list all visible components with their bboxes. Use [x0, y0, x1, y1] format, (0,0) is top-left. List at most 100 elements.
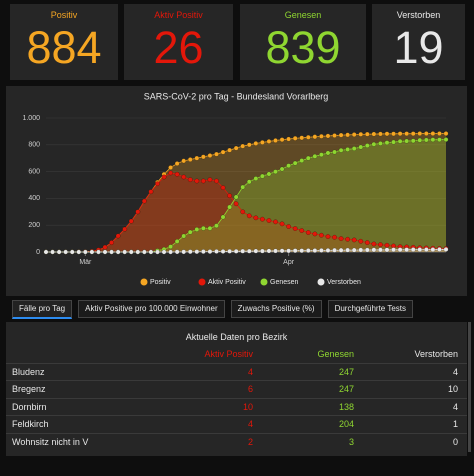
chart-title: SARS-CoV-2 pro Tag - Bundesland Vorarlbe…: [144, 91, 328, 101]
point: [246, 248, 252, 254]
point: [312, 231, 318, 237]
point: [168, 170, 174, 176]
kpi-value: 19: [393, 22, 444, 73]
point: [200, 249, 206, 255]
point: [332, 149, 337, 155]
point: [168, 165, 174, 171]
point: [325, 247, 331, 253]
point: [168, 244, 174, 250]
point: [305, 248, 311, 253]
point: [200, 225, 206, 231]
point: [50, 249, 56, 255]
point: [141, 198, 147, 204]
point: [82, 249, 88, 255]
table-value: 3: [348, 436, 354, 447]
tab[interactable]: Durchgeführte Tests: [327, 300, 414, 318]
table-value: 204: [338, 419, 354, 429]
point: [220, 249, 226, 254]
point: [299, 135, 305, 141]
point: [227, 147, 233, 153]
point: [299, 248, 305, 254]
legend-label[interactable]: Positiv: [150, 279, 171, 286]
tab[interactable]: Zuwachs Positive (%): [230, 300, 322, 318]
district-name: Bludenz: [12, 366, 45, 377]
legend-label[interactable]: Aktiv Positiv: [208, 279, 246, 286]
point: [443, 131, 449, 136]
district-name: Dornbirn: [12, 401, 47, 412]
y-tick-label: 600: [28, 168, 40, 175]
legend-marker: [260, 278, 268, 286]
legend-marker: [140, 278, 148, 286]
y-tick-label: 800: [28, 142, 40, 149]
point: [391, 139, 396, 145]
tab[interactable]: Aktiv Positive pro 100.000 Einwohner: [78, 300, 225, 318]
point: [299, 228, 305, 234]
point: [338, 132, 344, 138]
point: [89, 249, 95, 255]
point: [318, 152, 324, 158]
point: [266, 139, 272, 144]
point: [430, 137, 436, 143]
point: [194, 178, 200, 184]
point: [364, 143, 370, 149]
legend-label[interactable]: Verstorben: [327, 279, 361, 286]
table-value: 4: [452, 401, 458, 412]
point: [351, 237, 357, 243]
point: [227, 248, 233, 254]
table-value: 2: [247, 436, 253, 447]
point: [109, 240, 115, 246]
column-header: Verstorben: [414, 349, 458, 359]
point: [351, 247, 357, 253]
point: [318, 247, 324, 253]
y-tick-label: 1.000: [22, 115, 40, 122]
point: [351, 146, 357, 152]
point: [148, 189, 154, 195]
point: [246, 213, 252, 219]
district-name: Wohnsitz nicht in V: [12, 436, 89, 447]
point: [240, 248, 246, 254]
point: [410, 138, 416, 144]
point: [240, 184, 246, 190]
point: [174, 171, 180, 177]
point: [102, 244, 108, 250]
point: [174, 161, 180, 167]
point: [259, 173, 265, 179]
point: [187, 177, 193, 183]
kpi-card: Genesen 839: [240, 4, 366, 80]
point: [358, 131, 364, 137]
point: [423, 137, 429, 143]
table-value: 10: [447, 384, 458, 394]
point: [115, 249, 121, 255]
tab[interactable]: Fälle pro Tag: [12, 300, 73, 319]
area: [46, 133, 446, 252]
point: [397, 131, 403, 137]
point: [109, 249, 115, 255]
point: [417, 137, 423, 143]
point: [377, 247, 383, 253]
point: [187, 229, 193, 235]
kpi-label: Verstorben: [396, 10, 441, 20]
legend-label[interactable]: Genesen: [270, 279, 299, 286]
point: [273, 248, 278, 254]
point: [351, 132, 357, 138]
point: [115, 233, 121, 239]
point: [240, 143, 246, 149]
point: [332, 133, 337, 139]
y-tick-label: 200: [28, 222, 40, 229]
point: [436, 247, 442, 252]
point: [174, 238, 180, 244]
point: [345, 132, 351, 138]
point: [410, 131, 416, 137]
point: [135, 249, 141, 255]
table-value: 0: [452, 436, 458, 447]
point: [436, 137, 442, 143]
point: [200, 178, 206, 184]
point: [358, 238, 364, 244]
table-value: 4: [452, 366, 458, 377]
point: [200, 154, 206, 160]
point: [338, 247, 344, 253]
y-tick-label: 400: [28, 195, 40, 202]
point: [161, 174, 167, 180]
district-table: Aktuelle Daten pro Bezirk Aktiv Positiv G…: [6, 322, 467, 456]
point: [214, 178, 219, 184]
